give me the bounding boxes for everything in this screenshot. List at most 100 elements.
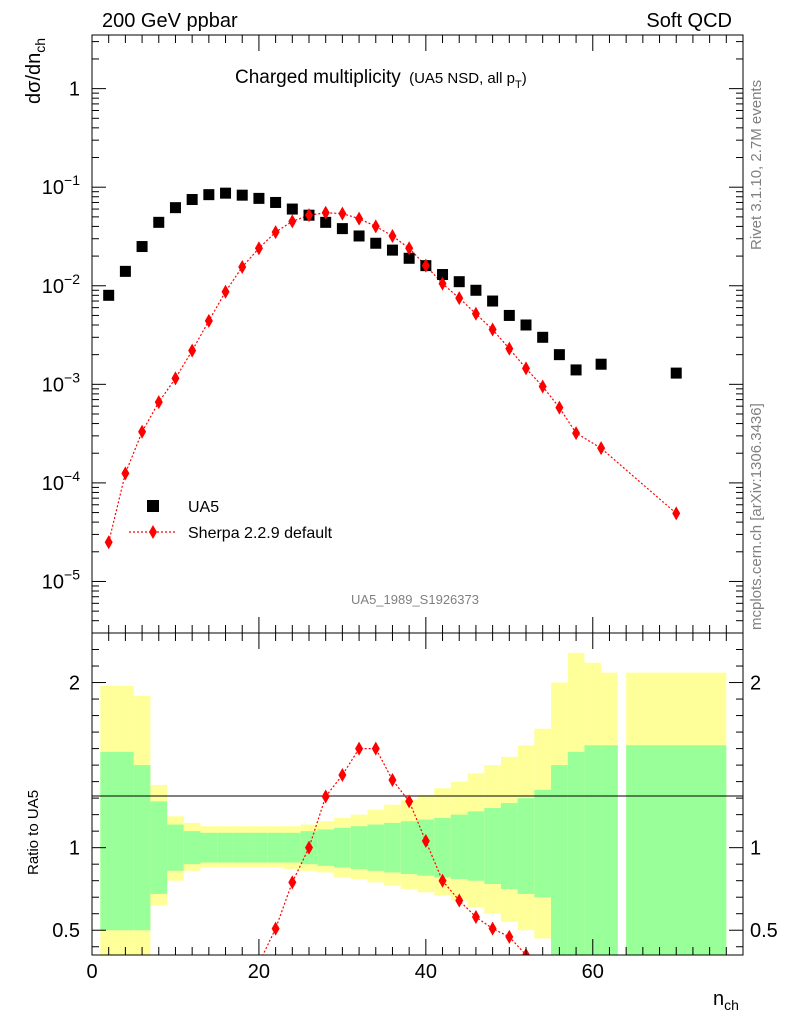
sherpa-point bbox=[154, 395, 163, 410]
x-axis-label-sub: ch bbox=[724, 997, 739, 1013]
main-y-tick-label: 10−4 bbox=[42, 468, 80, 495]
data-points-layer bbox=[103, 187, 682, 379]
inner-band-bin bbox=[626, 745, 727, 955]
ratio-x-tick-label: 20 bbox=[248, 961, 270, 983]
inner-band-bin bbox=[434, 817, 451, 878]
sherpa-point bbox=[204, 313, 213, 328]
sherpa-point bbox=[138, 424, 147, 439]
legend: UA5 Sherpa 2.2.9 default bbox=[129, 499, 333, 542]
ratio-curve bbox=[262, 747, 527, 955]
legend-marker-ua5 bbox=[147, 500, 159, 512]
main-plot-frame bbox=[91, 34, 744, 634]
main-y-tick-label: 10−5 bbox=[42, 566, 80, 593]
ratio-point bbox=[271, 921, 280, 936]
uncertainty-bands bbox=[100, 652, 727, 955]
sherpa-point bbox=[238, 260, 247, 275]
main-y-tick-label-exp: −2 bbox=[64, 271, 80, 287]
ratio-axis-ticks: 0 20 40 60 0.5 0.5 1 1 2 2 bbox=[52, 633, 778, 983]
mcplots-label: mcplots.cern.ch [arXiv:1306.3436] bbox=[748, 403, 765, 630]
inner-band-bin bbox=[150, 801, 168, 894]
ratio-point bbox=[321, 789, 330, 804]
ratio-y-tick-label: 1 bbox=[69, 838, 80, 860]
mc-points-layer bbox=[104, 205, 681, 550]
main-y-tick-label-exp: −5 bbox=[64, 566, 80, 582]
main-y-tick-label-base: 10 bbox=[42, 177, 64, 199]
y-axis-label: dσ/dnch bbox=[23, 38, 48, 104]
main-y-tick-label-base: 10 bbox=[42, 571, 64, 593]
ratio-y-tick-label: 0.5 bbox=[52, 920, 80, 942]
ua5-data-point bbox=[403, 252, 415, 264]
y-axis-label-main: dσ/dn bbox=[23, 53, 45, 104]
sherpa-point bbox=[538, 379, 547, 394]
sherpa-point bbox=[471, 306, 480, 321]
ratio-point bbox=[338, 768, 347, 783]
ua5-data-point bbox=[353, 230, 365, 242]
ua5-data-point bbox=[320, 216, 332, 228]
chart-title-main: Charged multiplicity bbox=[235, 67, 401, 88]
sherpa-point bbox=[388, 228, 397, 243]
sherpa-point bbox=[121, 466, 130, 481]
inner-band-bin bbox=[450, 814, 468, 880]
main-y-tick-label-exp: −4 bbox=[64, 468, 80, 484]
inner-band-bin bbox=[317, 829, 335, 866]
main-y-tick-label-base: 10 bbox=[42, 276, 64, 298]
ua5-data-point bbox=[537, 331, 549, 343]
chart-title-sub: (UA5 NSD, all pT) bbox=[409, 70, 527, 91]
ua5-data-point bbox=[520, 319, 532, 331]
inner-band-bin bbox=[133, 765, 151, 931]
sherpa-point bbox=[555, 400, 564, 415]
chart-title-sub-suffix: ) bbox=[522, 70, 527, 87]
main-y-tick-label: 10−3 bbox=[42, 369, 80, 396]
inner-band-bin bbox=[517, 798, 535, 894]
main-y-tick-label-base: 1 bbox=[69, 79, 80, 101]
ua5-data-point bbox=[470, 284, 482, 296]
inner-band-bin bbox=[334, 827, 351, 868]
ua5-data-point bbox=[169, 202, 181, 214]
sherpa-point bbox=[405, 241, 414, 256]
ua5-data-point bbox=[570, 364, 582, 376]
legend-marker-sherpa bbox=[149, 525, 157, 539]
inner-band-bin bbox=[283, 832, 301, 863]
inner-band-bin bbox=[567, 751, 585, 955]
ua5-data-point bbox=[336, 223, 348, 235]
ratio-point bbox=[355, 741, 364, 756]
inner-band-bin bbox=[484, 808, 501, 884]
ratio-y-tick-label-right: 2 bbox=[750, 673, 761, 695]
ua5-data-point bbox=[453, 276, 465, 288]
ua5-data-point bbox=[386, 244, 398, 256]
main-y-tick-label: 10−1 bbox=[42, 172, 80, 199]
inner-band-bin bbox=[183, 831, 201, 865]
sherpa-point bbox=[171, 371, 180, 386]
chart-title: Charged multiplicity (UA5 NSD, all pT) bbox=[235, 67, 527, 91]
ua5-data-point bbox=[103, 289, 115, 301]
inner-band-bin bbox=[117, 751, 134, 931]
main-axis-ticks: 110−110−210−310−410−5 bbox=[42, 35, 744, 634]
ua5-data-point bbox=[236, 189, 248, 201]
ratio-y-tick-label: 2 bbox=[69, 673, 80, 695]
ua5-data-point bbox=[370, 237, 382, 249]
ratio-point bbox=[455, 893, 464, 908]
ratio-point bbox=[371, 741, 380, 756]
main-y-tick-label-base: 10 bbox=[42, 473, 64, 495]
sherpa-point bbox=[371, 219, 380, 234]
legend-label-sherpa: Sherpa 2.2.9 default bbox=[188, 525, 333, 542]
ua5-data-point bbox=[670, 367, 682, 379]
ua5-data-point bbox=[270, 196, 282, 208]
inner-band-bin bbox=[350, 826, 368, 870]
ratio-y-tick-label-right: 0.5 bbox=[750, 920, 778, 942]
sherpa-point bbox=[572, 426, 581, 441]
main-y-tick-label: 10−2 bbox=[42, 271, 80, 298]
x-axis-label-main: n bbox=[713, 988, 724, 1010]
sherpa-point bbox=[221, 284, 230, 299]
sherpa-point bbox=[455, 291, 464, 306]
inner-band-bin bbox=[267, 832, 284, 863]
ratio-x-tick-label: 40 bbox=[415, 961, 437, 983]
x-axis-label: nch bbox=[713, 988, 739, 1013]
inner-band-bin bbox=[584, 745, 602, 955]
ua5-data-point bbox=[119, 265, 131, 277]
sherpa-point bbox=[505, 341, 514, 356]
ua5-data-point bbox=[220, 187, 232, 199]
ratio-point bbox=[505, 929, 514, 944]
main-y-tick-label-exp: −3 bbox=[64, 369, 80, 385]
inner-band-bin bbox=[551, 765, 568, 955]
